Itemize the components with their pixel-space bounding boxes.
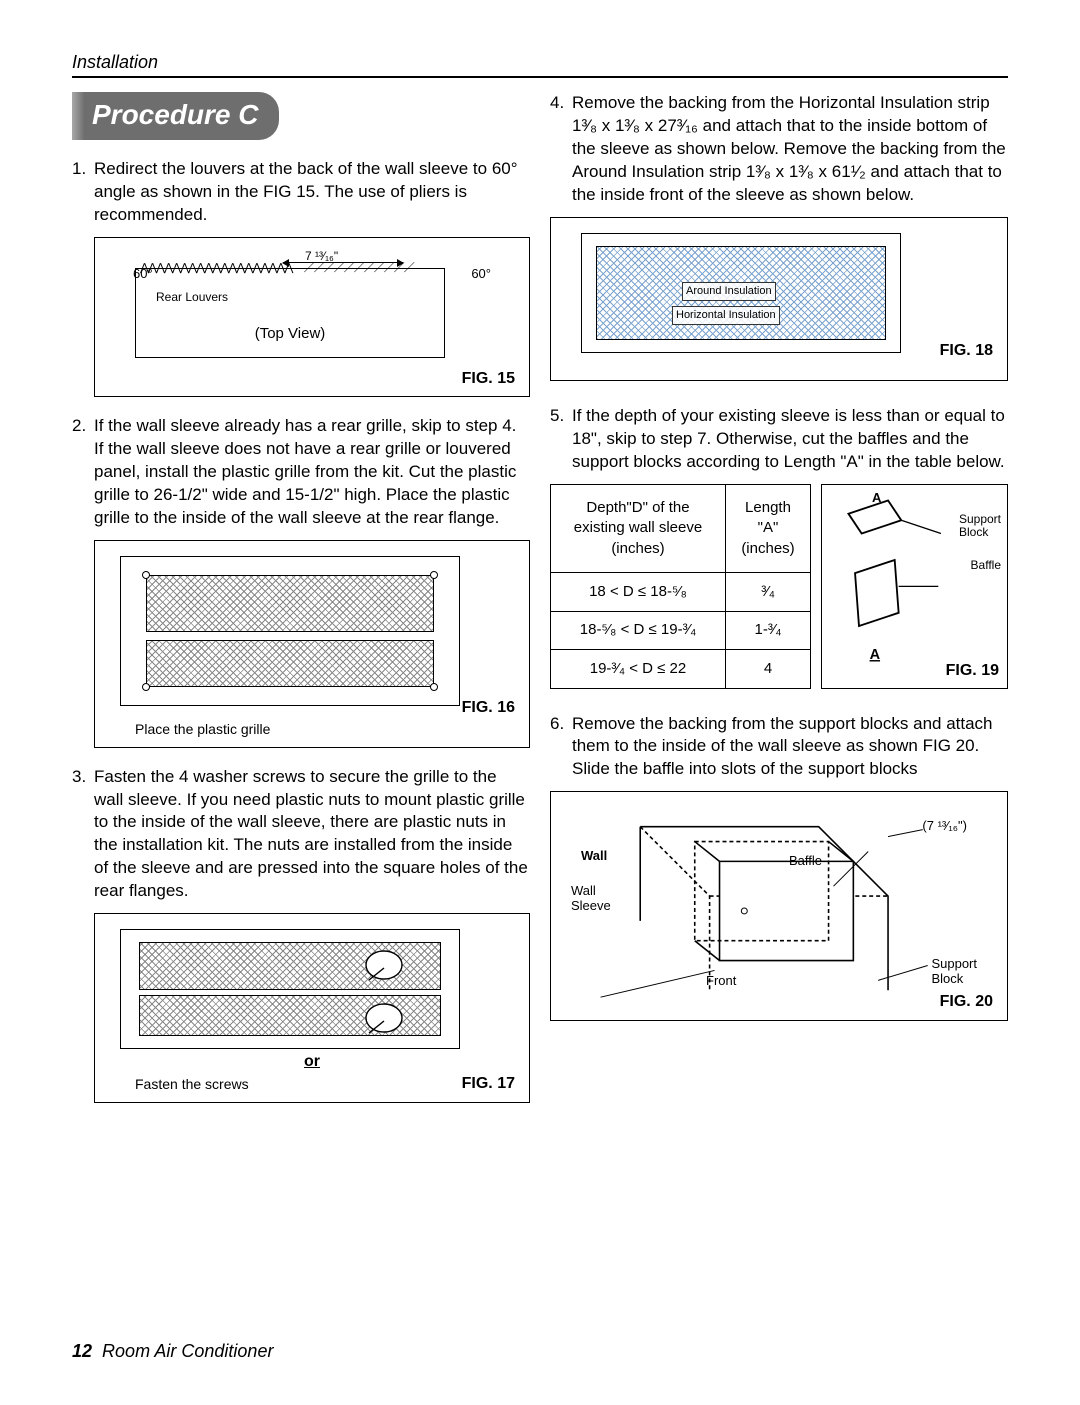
table-row: 19-³⁄₄ < D ≤ 22 4 [551,650,811,688]
fig16-midline [146,631,434,641]
step-5: 5. If the depth of your existing sleeve … [550,405,1008,474]
step-text: If the wall sleeve already has a rear gr… [94,415,530,530]
figure-18: Around Insulation Horizontal Insulation … [550,217,1008,381]
steps-right-6: 6. Remove the backing from the support b… [550,713,1008,782]
fig20-support-label: Support Block [931,957,977,986]
table-header-depth: Depth"D" of the existing wall sleeve (in… [551,484,726,572]
depth-table: Depth"D" of the existing wall sleeve (in… [550,484,811,689]
step-6: 6. Remove the backing from the support b… [550,713,1008,782]
step-2: 2. If the wall sleeve already has a rear… [72,415,530,530]
fig19-baffle-label: Baffle [971,557,1001,573]
table-cell-length: ³⁄₄ [726,573,811,611]
fig17-caption: Fasten the screws [135,1075,249,1094]
steps-right-4: 4. Remove the backing from the Horizonta… [550,92,1008,207]
steps-left-3: 3. Fasten the 4 washer screws to secure … [72,766,530,904]
step-number: 2. [72,415,94,530]
fig20-baffle-label: Baffle [789,852,822,870]
fig18-around-label: Around Insulation [682,282,776,301]
fig17-or-label: or [95,1051,529,1073]
table-cell-depth: 18-⁵⁄₈ < D ≤ 19-³⁄₄ [551,611,726,649]
table-cell-depth: 19-³⁄₄ < D ≤ 22 [551,650,726,688]
figure-17: or Fasten the screws FIG. 17 [94,913,530,1103]
two-column-layout: Procedure C 1. Redirect the louvers at t… [72,92,1008,1121]
fig18-label: FIG. 18 [940,340,993,362]
table-cell-length: 1-³⁄₄ [726,611,811,649]
fig16-label: FIG. 16 [462,697,515,719]
left-column: Procedure C 1. Redirect the louvers at t… [72,92,530,1121]
fig16-outer-box [120,556,460,706]
fig17-hand-icon-2 [359,993,419,1043]
step-text: Fasten the 4 washer screws to secure the… [94,766,530,904]
table-row: 18 < D ≤ 18-⁵⁄₈ ³⁄₄ [551,573,811,611]
fig19-A-label: A [872,489,881,507]
fig20-wall-sleeve-label: Wall Sleeve [571,884,611,913]
fig20-dim-label: (7 ¹³⁄₁₆") [922,817,967,835]
step-text: Redirect the louvers at the back of the … [94,158,530,227]
fig15-label: FIG. 15 [462,368,515,390]
fig17-outer-box [120,929,460,1049]
step-number: 4. [550,92,572,207]
fig19-label: FIG. 19 [946,660,999,682]
page-number: 12 [72,1341,92,1361]
fig15-rear-louvers-label: Rear Louvers [156,289,228,305]
figure-15: 60° 60° 7 ¹³⁄₁₆" ⋀⋀⋀⋀⋀⋀⋀⋀⋀⋀⋀⋀⋀⋀⋀⋀⋀⋀⋀ ／／／… [94,237,530,397]
step-number: 5. [550,405,572,474]
fig18-horizontal-label: Horizontal Insulation [672,306,780,325]
figure-20: Wall Wall Sleeve Front Baffle Support Bl… [550,791,1008,1021]
fig20-label: FIG. 20 [940,991,993,1013]
steps-left: 1. Redirect the louvers at the back of t… [72,158,530,227]
table-cell-length: 4 [726,650,811,688]
footer-title: Room Air Conditioner [102,1341,273,1361]
fig15-angle-right: 60° [471,265,491,283]
fig20-wall-label: Wall [581,847,607,865]
fig20-front-label: Front [706,972,736,990]
svg-text:A: A [870,647,881,663]
fig19-support-label: Support Block [959,513,1001,539]
table-row: 18-⁵⁄₈ < D ≤ 19-³⁄₄ 1-³⁄₄ [551,611,811,649]
step-text: If the depth of your existing sleeve is … [572,405,1008,474]
fig18-outer: Around Insulation Horizontal Insulation [581,233,901,353]
section-header: Installation [72,50,1008,78]
step-text: Remove the backing from the Horizontal I… [572,92,1008,207]
step-number: 6. [550,713,572,782]
figure-19: Depth"D" of the existing wall sleeve (in… [550,484,1008,689]
step-text: Remove the backing from the support bloc… [572,713,1008,782]
step-4: 4. Remove the backing from the Horizonta… [550,92,1008,207]
fig17-label: FIG. 17 [462,1073,515,1095]
fig15-top-view-label: (Top View) [136,324,444,344]
steps-right-5: 5. If the depth of your existing sleeve … [550,405,1008,474]
steps-left-2: 2. If the wall sleeve already has a rear… [72,415,530,530]
right-column: 4. Remove the backing from the Horizonta… [550,92,1008,1121]
step-number: 3. [72,766,94,904]
table-cell-depth: 18 < D ≤ 18-⁵⁄₈ [551,573,726,611]
page-footer: 12 Room Air Conditioner [72,1339,273,1363]
fig16-caption: Place the plastic grille [135,720,270,739]
fig17-hand-icon [359,940,419,990]
step-1: 1. Redirect the louvers at the back of t… [72,158,530,227]
fig15-sleeve-box: ⋀⋀⋀⋀⋀⋀⋀⋀⋀⋀⋀⋀⋀⋀⋀⋀⋀⋀⋀ ／／／／／／／／／／／ Rear Lou… [135,268,445,358]
figure-16: Place the plastic grille FIG. 16 [94,540,530,748]
step-3: 3. Fasten the 4 washer screws to secure … [72,766,530,904]
step-number: 1. [72,158,94,227]
fig15-louver-icon: ⋀⋀⋀⋀⋀⋀⋀⋀⋀⋀⋀⋀⋀⋀⋀⋀⋀⋀⋀ ／／／／／／／／／／／ [140,261,440,276]
fig19-diagram: A A Support Block Baffle FIG. 19 [821,484,1008,689]
table-header-length: Length "A" (inches) [726,484,811,572]
procedure-title: Procedure C [72,92,279,140]
